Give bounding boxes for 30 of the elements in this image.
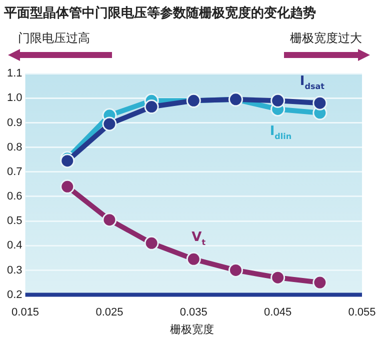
text: 栅极宽度过大 [290, 30, 362, 47]
y-tick-label: 0.6 [6, 190, 22, 203]
point [270, 93, 286, 108]
point [60, 179, 75, 194]
point [186, 252, 201, 266]
point [144, 236, 159, 250]
x-tick-label: 0.015 [12, 306, 40, 318]
text: 门限电压过高 [18, 30, 90, 47]
point [312, 96, 328, 110]
y-tick-label: 0.8 [6, 141, 22, 154]
x-tick-label: 0.045 [264, 306, 292, 318]
point [270, 270, 286, 285]
x-tick-label: 0.035 [180, 306, 208, 318]
y-tick-label: 1.1 [6, 68, 22, 80]
point [102, 212, 117, 228]
point [102, 116, 117, 132]
y-tick-label: 0.2 [6, 288, 22, 301]
x-axis-title: 栅极宽度 [169, 322, 215, 337]
point [228, 262, 243, 278]
y-tick-label: 0.4 [6, 240, 22, 252]
point [144, 100, 159, 114]
y-tick-label: 0.3 [6, 264, 22, 276]
point [312, 275, 328, 290]
x-tick-label: 0.025 [96, 306, 124, 318]
y-tick-label: 0.9 [6, 116, 22, 129]
y-tick-label: 1.0 [6, 92, 22, 104]
y-tick-label: 0.7 [6, 166, 22, 178]
chart-title: 平面型晶体管中门限电压等参数随栅极宽度的变化趋势 [4, 4, 316, 22]
x-tick-label: 0.055 [348, 306, 376, 318]
y-tick-label: 0.5 [6, 215, 22, 228]
